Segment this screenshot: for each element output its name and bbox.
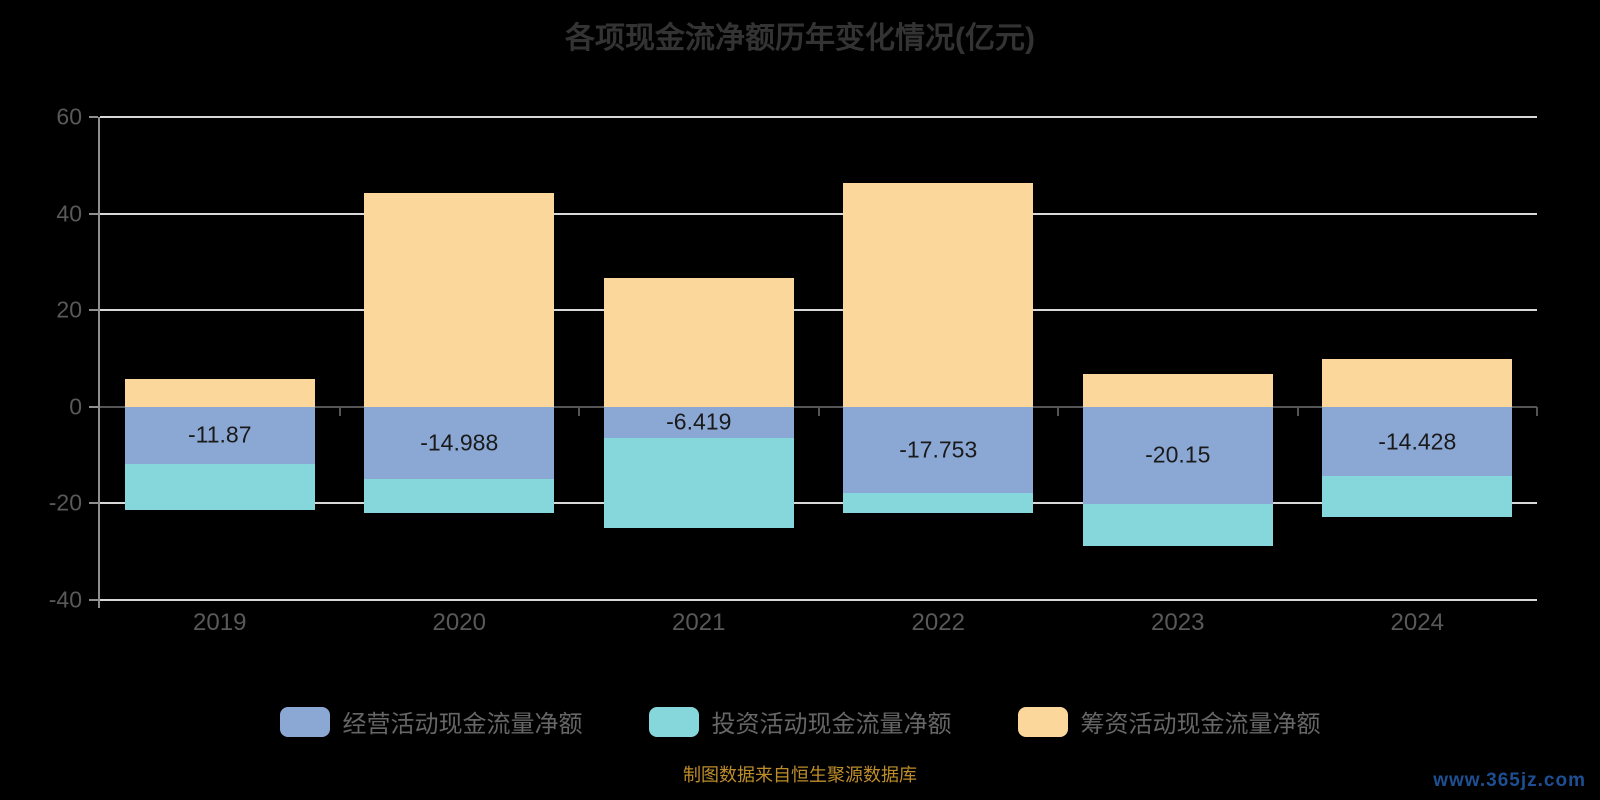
legend-item-operating[interactable]: 经营活动现金流量净额 <box>279 704 583 739</box>
bar-2020-financing <box>364 193 555 407</box>
bar-2024-investing <box>1322 476 1513 518</box>
bar-2021-operating: -6.419 <box>603 406 794 438</box>
y-axis-tick <box>89 309 98 312</box>
legend: 经营活动现金流量净额 投资活动现金流量净额 筹资活动现金流量净额 <box>0 704 1600 739</box>
gridline--40 <box>100 599 1537 601</box>
gridline--20 <box>100 502 1537 505</box>
legend-item-investing[interactable]: 投资活动现金流量净额 <box>648 704 952 739</box>
bar-2019-financing <box>124 378 315 407</box>
x-axis-label-2024: 2024 <box>1390 609 1444 636</box>
x-axis-label-2019: 2019 <box>193 609 247 636</box>
y-axis-tick <box>89 405 98 408</box>
bar-2022-operating: -17.753 <box>843 406 1034 493</box>
legend-item-financing[interactable]: 筹资活动现金流量净额 <box>1017 704 1321 739</box>
y-axis-label--40: -40 <box>48 586 82 613</box>
legend-swatch-financing <box>1017 706 1068 737</box>
data-source-note: 制图数据来自恒生聚源数据库 <box>683 765 917 785</box>
x-axis-tick <box>1057 406 1059 416</box>
y-axis-label-20: 20 <box>56 296 82 323</box>
y-axis-tick <box>89 502 98 505</box>
x-axis-tick <box>1536 406 1538 416</box>
bar-2019-investing <box>124 464 315 510</box>
gridline-20 <box>100 309 1537 312</box>
x-axis-tick <box>338 406 341 416</box>
bar-value-label-2022: -17.753 <box>899 436 978 463</box>
x-axis-label-2020: 2020 <box>432 609 486 636</box>
bar-2020-operating: -14.988 <box>364 406 555 480</box>
y-axis-tick <box>89 212 98 215</box>
legend-label-investing: 投资活动现金流量净额 <box>711 711 952 738</box>
bar-value-label-2020: -14.988 <box>420 429 499 456</box>
bar-2022-financing <box>843 182 1034 407</box>
bar-2021-financing <box>603 278 794 407</box>
bar-2019-operating: -11.87 <box>124 406 315 465</box>
bar-value-label-2021: -6.419 <box>666 408 732 435</box>
bar-2021-investing <box>603 437 794 529</box>
y-axis-label-40: 40 <box>56 200 82 227</box>
bar-2024-financing <box>1322 358 1513 407</box>
chart-title: 各项现金流净额历年变化情况(亿元) <box>565 22 1035 55</box>
bar-2023-financing <box>1082 374 1273 407</box>
y-axis-label-0: 0 <box>69 393 82 420</box>
plot-area: 60 40 20 0 -20 -40 -11.87 2019 -14.988 2020 -6.419… <box>49 104 1538 636</box>
x-axis-label-2021: 2021 <box>672 609 726 636</box>
x-axis-tick <box>578 406 580 416</box>
legend-label-financing: 筹资活动现金流量净额 <box>1080 711 1321 738</box>
bar-2020-investing <box>364 479 555 513</box>
bar-2024-operating: -14.428 <box>1322 406 1513 477</box>
y-axis-label-60: 60 <box>56 103 82 130</box>
legend-label-operating: 经营活动现金流量净额 <box>342 711 583 738</box>
bar-value-label-2019: -11.87 <box>187 421 252 448</box>
x-axis-tick <box>1296 406 1299 416</box>
legend-swatch-investing <box>648 706 699 737</box>
gridline-40 <box>100 212 1537 215</box>
bar-2023-operating: -20.15 <box>1082 406 1273 505</box>
bar-value-label-2023: -20.15 <box>1145 441 1211 468</box>
bar-2023-investing <box>1082 504 1273 546</box>
bar-2022-investing <box>843 492 1034 513</box>
y-axis-line <box>98 117 100 608</box>
y-axis-tick <box>89 599 98 601</box>
gridline-60 <box>100 116 1537 118</box>
watermark-link[interactable]: www.365jz.com <box>1433 770 1586 791</box>
x-axis-label-2022: 2022 <box>911 609 965 636</box>
y-axis-tick <box>89 116 98 118</box>
x-axis-tick <box>817 406 820 416</box>
bar-value-label-2024: -14.428 <box>1378 428 1457 455</box>
legend-swatch-operating <box>279 706 330 737</box>
y-axis-label--20: -20 <box>48 489 82 516</box>
x-axis-label-2023: 2023 <box>1151 609 1205 636</box>
